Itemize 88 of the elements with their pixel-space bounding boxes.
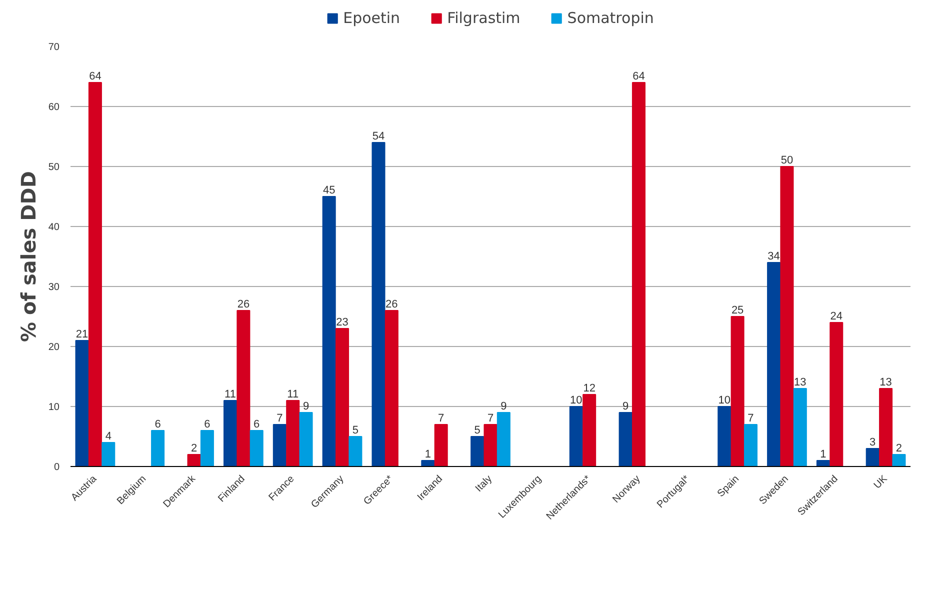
bar <box>718 406 732 466</box>
data-label: 6 <box>254 418 260 430</box>
bar <box>236 310 250 466</box>
data-label: 21 <box>76 328 88 340</box>
data-label: 6 <box>204 418 210 430</box>
data-label: 1 <box>424 448 431 460</box>
bar <box>569 406 583 466</box>
bar <box>830 322 844 466</box>
bar <box>866 448 880 466</box>
bar <box>496 412 510 466</box>
data-label: 34 <box>768 250 780 262</box>
bar <box>618 412 632 466</box>
legend-label: Epoetin <box>343 9 400 27</box>
data-label: 7 <box>748 412 754 424</box>
y-tick-label: 10 <box>48 402 60 413</box>
data-label: 2 <box>896 442 902 454</box>
data-label: 5 <box>352 424 359 436</box>
y-tick-label: 30 <box>48 282 60 293</box>
data-label: 5 <box>474 424 480 436</box>
data-label: 7 <box>487 412 494 424</box>
data-label: 7 <box>438 412 444 424</box>
x-tick-label: Italy <box>474 474 494 494</box>
bar <box>434 424 448 466</box>
data-label: 6 <box>154 418 161 430</box>
bar <box>322 196 336 466</box>
data-label: 23 <box>336 316 348 328</box>
bar <box>744 424 758 466</box>
y-tick-label: 40 <box>48 222 60 233</box>
data-label: 9 <box>622 400 629 412</box>
bar <box>421 460 435 466</box>
bar <box>780 166 794 466</box>
bar <box>151 430 165 466</box>
bar <box>730 316 744 466</box>
y-tick-label: 20 <box>48 342 60 353</box>
legend-label: Filgrastim <box>447 9 520 27</box>
bar <box>336 328 350 466</box>
data-label: 2 <box>190 442 198 454</box>
data-label: 10 <box>718 394 731 406</box>
bar <box>484 424 498 466</box>
data-label: 45 <box>322 184 336 196</box>
bar <box>879 388 893 466</box>
bar <box>793 388 807 466</box>
data-label: 24 <box>830 310 843 322</box>
bar <box>816 460 830 466</box>
data-label: 11 <box>287 388 299 400</box>
bar <box>88 82 102 466</box>
bar <box>892 454 906 466</box>
y-tick-label: 70 <box>48 42 60 53</box>
bar <box>272 424 286 466</box>
data-label: 50 <box>780 154 794 166</box>
data-label: 13 <box>794 376 806 388</box>
bar <box>470 436 484 466</box>
bar <box>102 442 116 466</box>
data-label: 7 <box>276 412 283 424</box>
bar <box>582 394 596 466</box>
x-tick-label: UK <box>872 473 890 492</box>
data-label: 26 <box>386 298 398 310</box>
bar <box>250 430 264 466</box>
data-label: 12 <box>583 382 596 394</box>
y-tick-label: 0 <box>54 462 60 473</box>
y-axis-title: % of sales DDD <box>16 171 40 342</box>
data-label: 3 <box>870 436 876 448</box>
bar <box>632 82 646 466</box>
bar <box>348 436 362 466</box>
bar <box>384 310 398 466</box>
data-label: 9 <box>302 400 310 412</box>
y-tick-label: 50 <box>48 162 60 173</box>
bar <box>767 262 781 466</box>
bar <box>200 430 214 466</box>
data-label: 13 <box>880 376 892 388</box>
data-label: 64 <box>632 70 645 82</box>
legend-label: Somatropin <box>567 9 654 27</box>
y-tick-label: 60 <box>48 102 60 113</box>
bar <box>286 400 300 466</box>
bar <box>372 142 386 466</box>
data-label: 64 <box>89 70 102 82</box>
data-label: 4 <box>105 430 112 442</box>
bar <box>187 454 201 466</box>
data-label: 1 <box>820 448 826 460</box>
data-label: 10 <box>570 394 582 406</box>
data-label: 9 <box>500 400 507 412</box>
data-label: 11 <box>224 388 236 400</box>
data-label: 26 <box>237 298 250 310</box>
bar <box>75 340 89 466</box>
bar <box>224 400 238 466</box>
data-label: 25 <box>731 304 744 316</box>
bar <box>299 412 313 466</box>
data-label: 54 <box>372 130 385 142</box>
